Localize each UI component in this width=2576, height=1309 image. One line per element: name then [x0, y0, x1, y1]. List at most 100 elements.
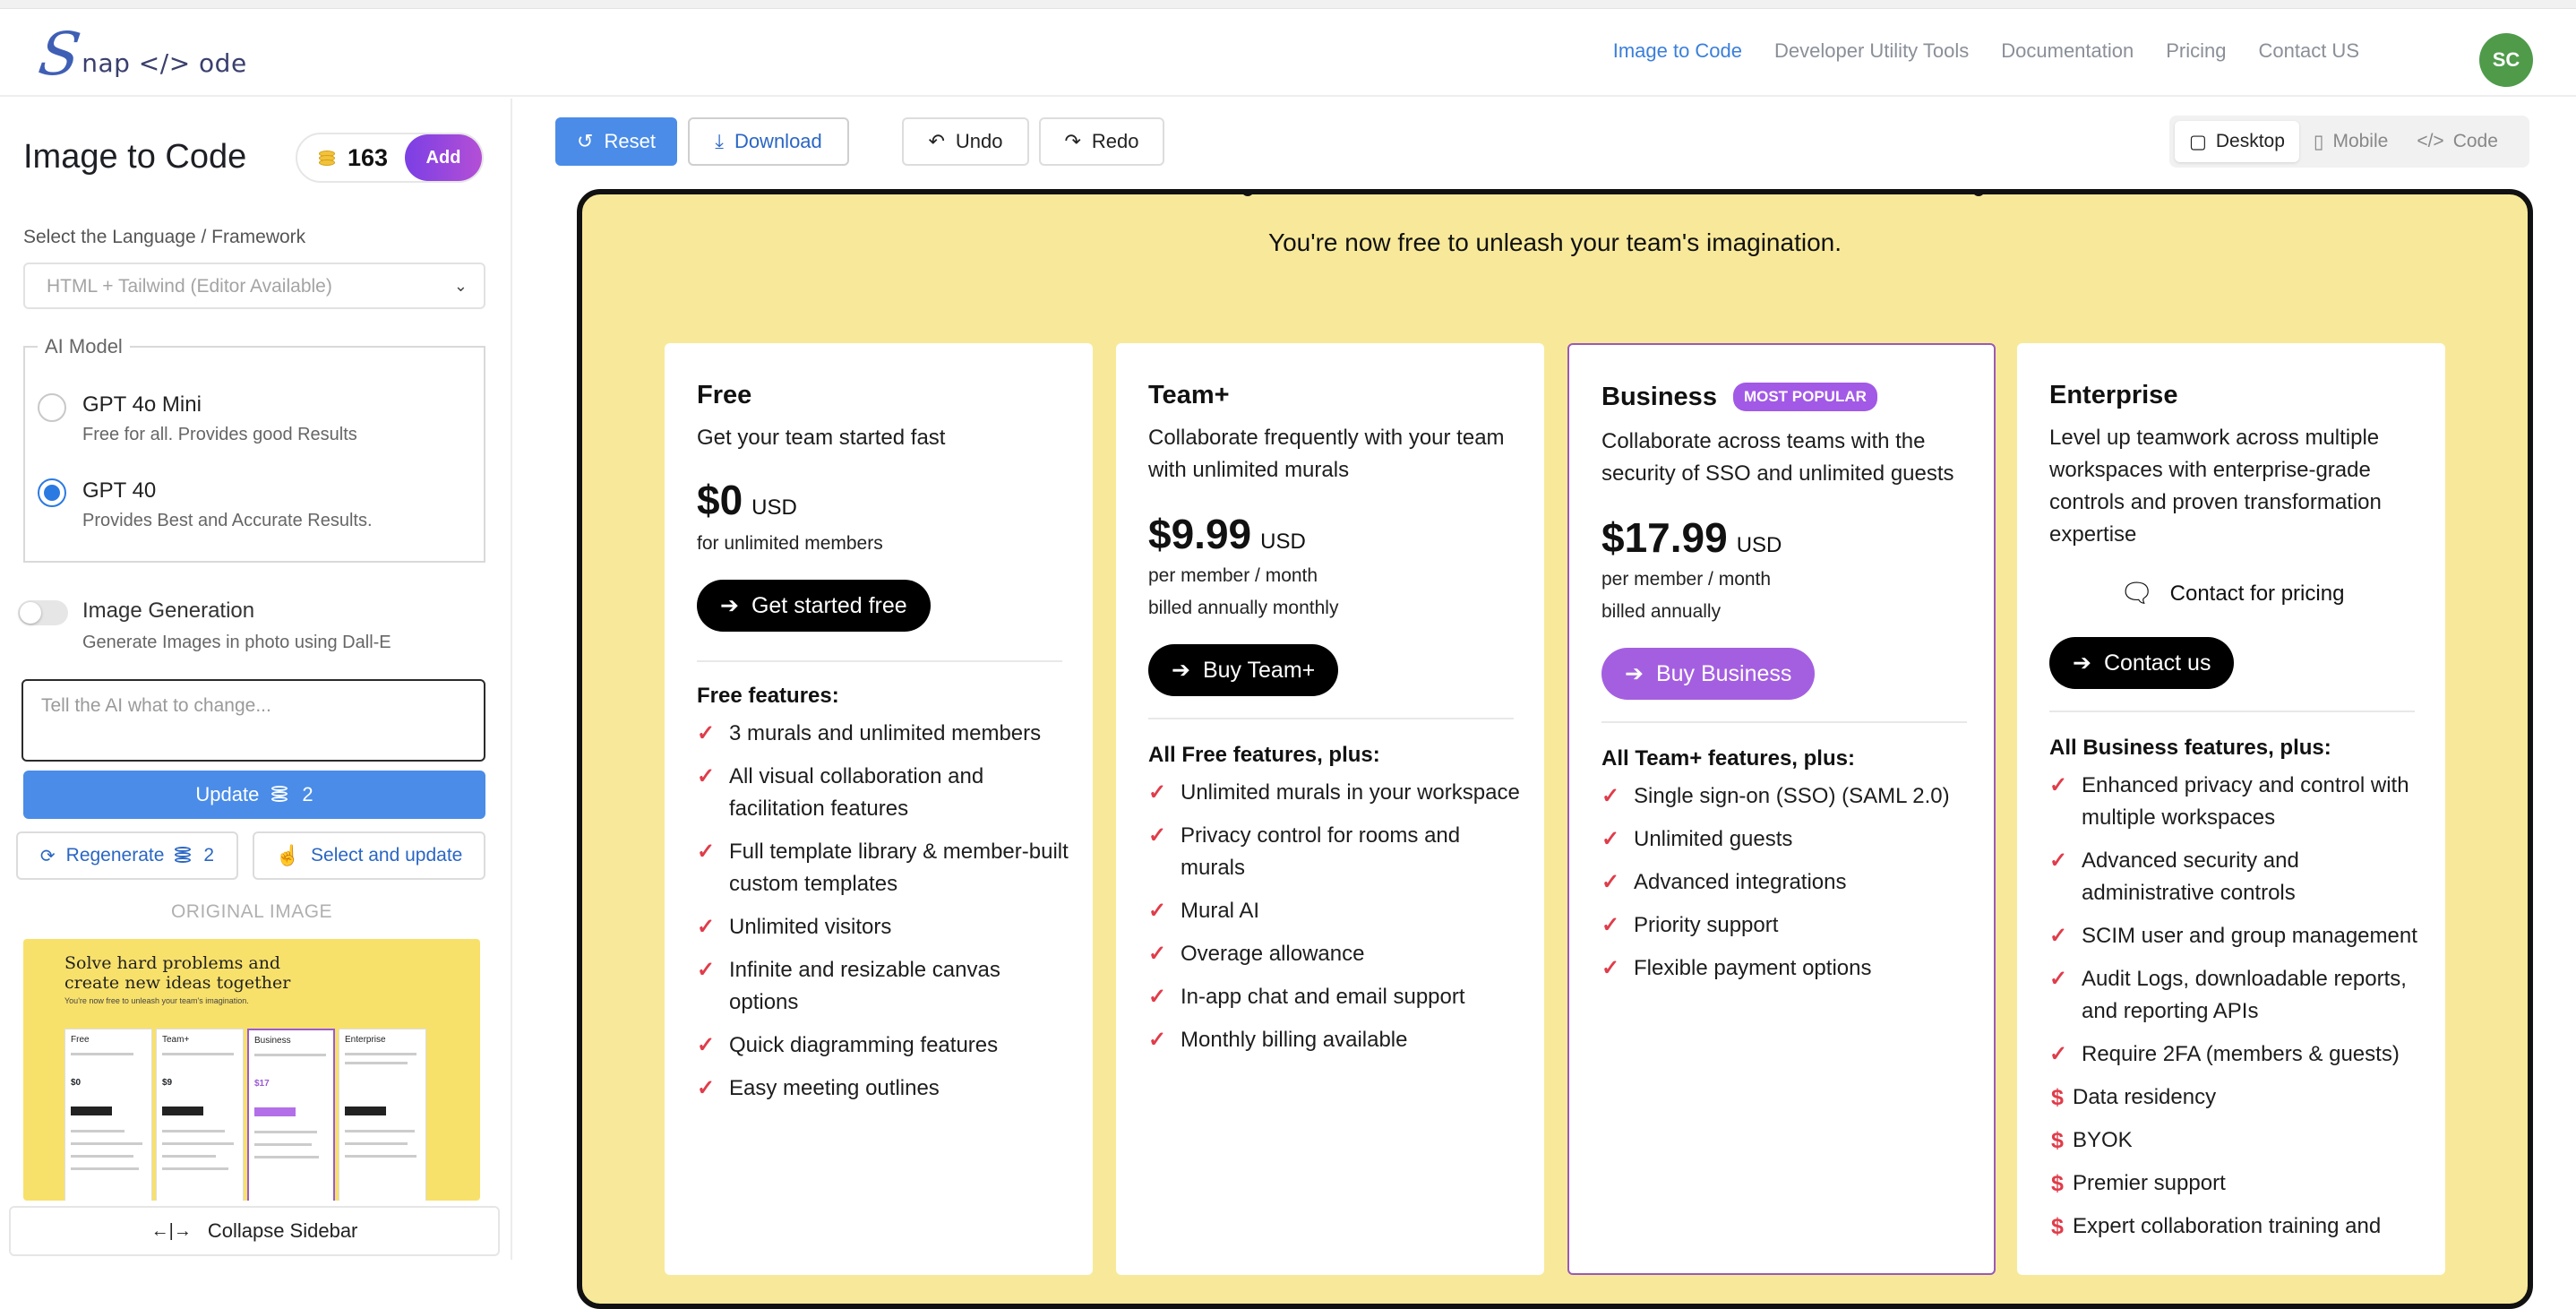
- nav-developer-utility-tools[interactable]: Developer Utility Tools: [1774, 39, 1970, 62]
- tab-code[interactable]: </> Code: [2402, 121, 2512, 162]
- clipped-heading-glyph: [1241, 194, 1254, 196]
- features-heading: All Team+ features, plus:: [1601, 746, 1855, 771]
- add-credits-button[interactable]: Add: [405, 134, 482, 181]
- feature-item: ✓ 3 murals and unlimited members: [697, 718, 1073, 750]
- feature-text: Single sign-on (SSO) (SAML 2.0): [1634, 784, 1950, 808]
- features-heading: All Free features, plus:: [1148, 743, 1380, 767]
- sidebar-title: Image to Code: [23, 138, 247, 176]
- feature-text: Unlimited guests: [1634, 827, 1793, 851]
- model-radio-gpt-40[interactable]: [38, 478, 66, 507]
- check-icon: ✓: [697, 1076, 716, 1100]
- nav-image-to-code[interactable]: Image to Code: [1612, 39, 1743, 62]
- price-note: per member / month: [1148, 565, 1318, 586]
- credits-count: 163: [348, 143, 389, 171]
- feature-item: ✓ In-app chat and email support: [1148, 981, 1524, 1013]
- check-icon: ✓: [697, 958, 716, 982]
- model-radio-gpt-4o-mini[interactable]: [38, 393, 66, 422]
- feature-text: Quick diagramming features: [729, 1033, 999, 1057]
- check-icon: ✓: [697, 915, 716, 939]
- image-generation-toggle[interactable]: [18, 600, 68, 625]
- tab-code-label: Code: [2452, 131, 2498, 151]
- feature-text: Priority support: [1634, 913, 1779, 937]
- feature-text: Flexible payment options: [1634, 956, 1872, 980]
- feature-item: ✓ Mural AI: [1148, 895, 1524, 927]
- contact-for-pricing-text: Contact for pricing: [2169, 581, 2345, 606]
- feature-text: In-app chat and email support: [1181, 985, 1465, 1009]
- check-icon: ✓: [1601, 827, 1620, 851]
- nav-pricing[interactable]: Pricing: [2166, 39, 2227, 62]
- feature-text: All visual collaboration and facilitatio…: [729, 764, 984, 821]
- credits-stack-icon: [175, 847, 193, 865]
- feature-item: ✓ Privacy control for rooms and murals: [1148, 820, 1524, 884]
- plan-description: Collaborate frequently with your team wi…: [1148, 426, 1505, 482]
- tab-mobile[interactable]: ▯ Mobile: [2299, 121, 2402, 162]
- tab-desktop[interactable]: ▢ Desktop: [2175, 121, 2299, 162]
- cta-label: Buy Team+: [1202, 657, 1316, 683]
- undo-button[interactable]: ↶ Undo: [902, 117, 1029, 166]
- arrow-right-icon: ➔: [1172, 658, 1190, 683]
- model-title-gpt-4o-mini: GPT 4o Mini: [82, 392, 202, 417]
- contact-us-button[interactable]: ➔ Contact us: [2049, 637, 2235, 689]
- language-select[interactable]: HTML + Tailwind (Editor Available) ⌄: [23, 263, 485, 309]
- feature-item: ✓ Unlimited guests: [1601, 823, 1978, 856]
- redo-label: Redo: [1091, 130, 1139, 152]
- buy-team-plus-button[interactable]: ➔ Buy Team+: [1148, 644, 1339, 696]
- original-image-label: ORIGINAL IMAGE: [170, 901, 333, 922]
- feature-text: Data residency: [2073, 1085, 2217, 1109]
- thumb-subheading: You're now free to unleash your team's i…: [64, 996, 249, 1005]
- feature-text: 3 murals and unlimited members: [729, 721, 1042, 745]
- nav-contact-us[interactable]: Contact US: [2258, 39, 2360, 62]
- collapse-sidebar-button[interactable]: ←|→ Collapse Sidebar: [9, 1206, 500, 1256]
- snapcode-logo[interactable]: S nap </> ode: [35, 20, 247, 89]
- feature-item: ✓ All visual collaboration and facilitati…: [697, 761, 1073, 825]
- feature-text: Advanced integrations: [1634, 870, 1847, 894]
- plan-description: Collaborate across teams with the securi…: [1601, 429, 1954, 486]
- feature-item: ✓ Unlimited visitors: [697, 911, 1073, 943]
- regenerate-label: Regenerate: [65, 845, 165, 865]
- redo-button[interactable]: ↷ Redo: [1039, 117, 1164, 166]
- plan-card-business: Business MOST POPULAR Collaborate across …: [1567, 343, 1996, 1275]
- undo-icon: ↶: [928, 130, 945, 152]
- arrow-right-icon: ➔: [2073, 650, 2091, 676]
- ai-prompt-input[interactable]: [21, 679, 485, 762]
- feature-text: Easy meeting outlines: [729, 1076, 940, 1100]
- arrow-right-icon: ➔: [720, 593, 739, 618]
- plan-card-free: Free Get your team started fast $0 USD fo…: [665, 343, 1093, 1275]
- regenerate-icon: ⟳: [39, 846, 56, 866]
- reset-button[interactable]: ↺ Reset: [555, 117, 677, 166]
- plan-name: Business MOST POPULAR: [1601, 383, 1877, 412]
- buy-business-button[interactable]: ➔ Buy Business: [1601, 648, 1816, 700]
- feature-text: SCIM user and group management: [2082, 924, 2417, 948]
- plan-card-team-plus: Team+ Collaborate frequently with your t…: [1116, 343, 1544, 1275]
- feature-text: Monthly billing available: [1181, 1028, 1408, 1052]
- download-button[interactable]: ⤓ Download: [688, 117, 849, 166]
- model-subtitle-gpt-40: Provides Best and Accurate Results.: [82, 511, 373, 530]
- feature-text: Unlimited murals in your workspace: [1181, 780, 1520, 805]
- sidebar: Image to Code 163 Add Select the Languag…: [0, 99, 512, 1260]
- divider: [1148, 718, 1514, 719]
- image-generation-title: Image Generation: [82, 599, 255, 623]
- thumb-card: Team+ $9: [156, 1029, 244, 1201]
- feature-list: ✓ Unlimited murals in your workspace ✓ Pri…: [1148, 777, 1524, 1067]
- cta-label: Buy Business: [1655, 660, 1792, 686]
- collapse-icon: ←|→: [150, 1220, 192, 1241]
- cta-label: Get started free: [751, 592, 907, 618]
- feature-text: Expert collaboration training and: [2073, 1214, 2382, 1238]
- check-icon: ✓: [1148, 1028, 1167, 1052]
- update-button[interactable]: Update 2: [23, 771, 485, 819]
- get-started-free-button[interactable]: ➔ Get started free: [697, 580, 931, 632]
- user-avatar[interactable]: SC: [2479, 33, 2533, 87]
- nav-documentation[interactable]: Documentation: [2001, 39, 2134, 62]
- check-icon: ✓: [1601, 870, 1620, 894]
- feature-text: BYOK: [2073, 1128, 2133, 1152]
- check-icon: ✓: [1148, 985, 1167, 1009]
- select-and-update-button[interactable]: ☝ Select and update: [253, 831, 485, 880]
- undo-label: Undo: [955, 130, 1003, 152]
- logo-mark: S: [34, 20, 85, 89]
- feature-text: Infinite and resizable canvas options: [729, 958, 1000, 1014]
- check-icon: ✓: [2049, 1042, 2068, 1066]
- tab-desktop-label: Desktop: [2215, 131, 2285, 151]
- code-icon: </>: [2417, 131, 2444, 151]
- regenerate-button[interactable]: ⟳ Regenerate 2: [16, 831, 238, 880]
- dollar-icon: $: [2051, 1171, 2064, 1196]
